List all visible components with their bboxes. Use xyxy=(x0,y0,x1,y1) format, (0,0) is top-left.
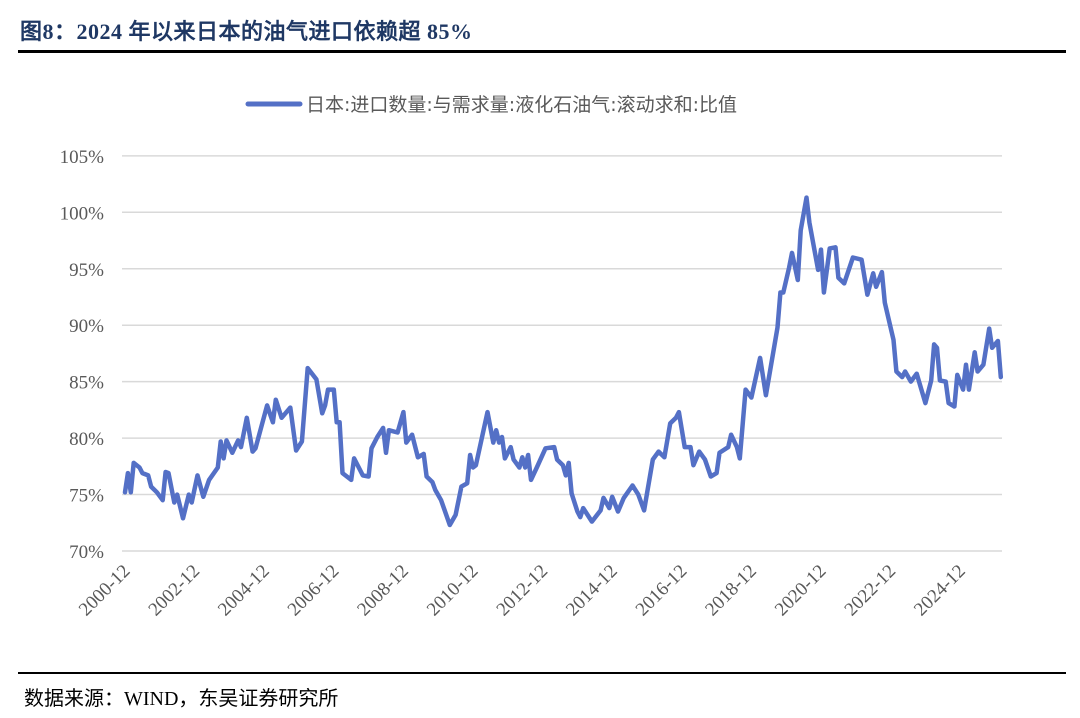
x-tick-label: 2004-12 xyxy=(214,561,274,621)
gridlines xyxy=(122,155,1002,552)
x-tick-label: 2024-12 xyxy=(910,561,970,621)
x-tick-label: 2020-12 xyxy=(771,561,831,621)
series-line xyxy=(122,195,1004,528)
legend-label: 日本:进口数量:与需求量:液化石油气:滚动求和:比值 xyxy=(306,94,737,116)
y-tick-label: 105% xyxy=(60,147,105,168)
y-tick-label: 85% xyxy=(69,373,104,394)
legend: 日本:进口数量:与需求量:液化石油气:滚动求和:比值 xyxy=(245,94,737,116)
x-tick-label: 2022-12 xyxy=(841,561,901,621)
y-axis-ticks: 70% 75% 80% 85% 90% 95% 100% 105% xyxy=(60,147,105,563)
x-tick-label: 2008-12 xyxy=(353,561,413,621)
series-points xyxy=(125,198,1001,526)
x-tick-label: 2002-12 xyxy=(145,561,205,621)
source-note: 数据来源：WIND，东吴证券研究所 xyxy=(24,688,339,710)
x-tick-label: 2016-12 xyxy=(632,561,692,621)
y-tick-label: 70% xyxy=(69,542,104,563)
x-tick-label: 2006-12 xyxy=(284,561,344,621)
x-tick-label: 2010-12 xyxy=(423,561,483,621)
bottom-rule xyxy=(18,672,1066,674)
y-tick-label: 90% xyxy=(69,316,104,337)
figure-title: 图8：2024 年以来日本的油气进口依赖超 85% xyxy=(20,19,473,44)
x-tick-label: 2014-12 xyxy=(562,561,622,621)
top-rule xyxy=(18,50,1066,53)
x-tick-label: 2012-12 xyxy=(493,561,553,621)
x-tick-label: 2018-12 xyxy=(701,561,761,621)
x-axis-ticks: 2000-12 2002-12 2004-12 2006-12 2008-12 2010-… xyxy=(75,561,970,621)
x-tick-label: 2000-12 xyxy=(75,561,135,621)
y-tick-label: 100% xyxy=(60,203,105,224)
y-tick-label: 80% xyxy=(69,429,104,450)
y-tick-label: 95% xyxy=(69,260,104,281)
y-tick-label: 75% xyxy=(69,486,104,507)
